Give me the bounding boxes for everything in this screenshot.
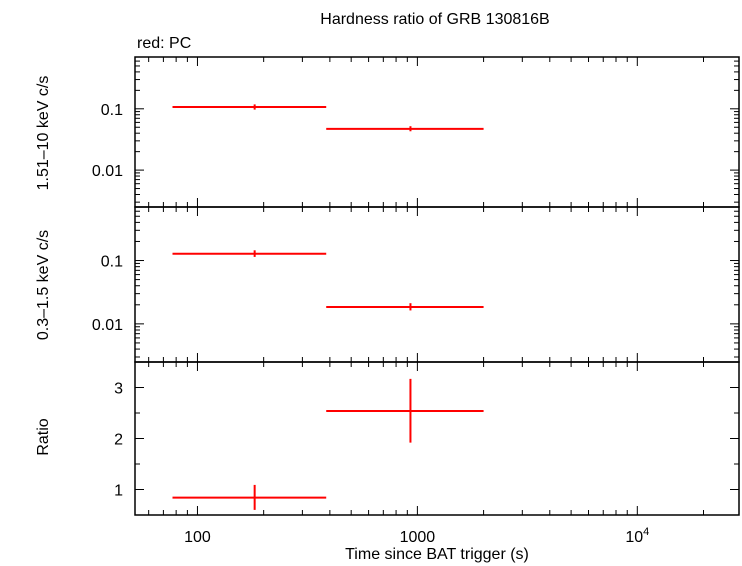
y-axis-label-hard: 1.51–10 keV c/s bbox=[35, 76, 52, 191]
y-tick-label: 0.1 bbox=[101, 102, 123, 119]
y-tick-label: 2 bbox=[114, 432, 123, 449]
y-tick-label: 0.1 bbox=[101, 254, 123, 271]
chart-subtitle: red: PC bbox=[137, 35, 191, 52]
y-tick-label: 0.01 bbox=[92, 317, 123, 334]
chart-title: Hardness ratio of GRB 130816B bbox=[320, 11, 549, 28]
y-tick-label: 3 bbox=[114, 381, 123, 398]
panel-frame-hard bbox=[134, 56, 740, 208]
x-tick-label: 1000 bbox=[400, 529, 436, 546]
x-axis-label: Time since BAT trigger (s) bbox=[345, 546, 529, 563]
x-tick-label: 100 bbox=[184, 529, 211, 546]
y-tick-label: 1 bbox=[114, 483, 123, 500]
plot-area: 0.1 0.01 0.1 0.01 1 2 3 100 1000 104 bbox=[92, 56, 740, 546]
y-axis-label-soft: 0.3–1.5 keV c/s bbox=[35, 230, 52, 340]
panel-frame-ratio bbox=[134, 361, 740, 516]
x-tick-label: 104 bbox=[625, 526, 649, 546]
panel-frame-soft bbox=[134, 206, 740, 363]
y-axis-label-ratio: Ratio bbox=[35, 418, 52, 455]
y-tick-label: 0.01 bbox=[92, 163, 123, 180]
